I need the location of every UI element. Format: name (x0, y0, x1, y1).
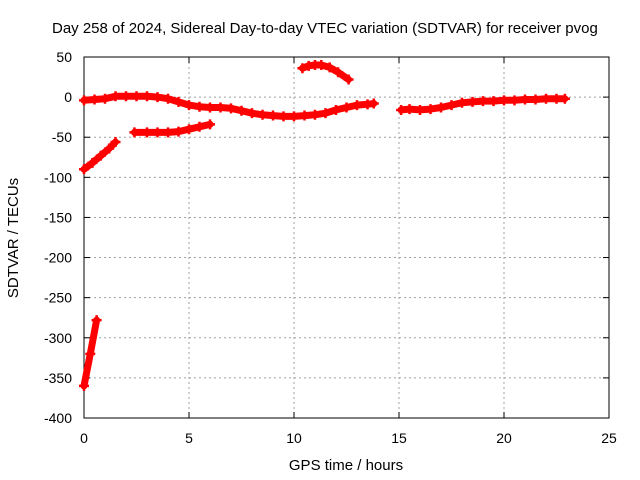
data-point (341, 102, 352, 113)
data-point (333, 67, 344, 78)
data-point (520, 94, 530, 105)
y-tick-label: -150 (44, 209, 72, 225)
data-point (299, 110, 310, 121)
data-point (396, 104, 407, 115)
data-point (121, 91, 131, 102)
data-point (509, 95, 520, 106)
data-point (478, 96, 488, 107)
data-point (110, 91, 121, 102)
x-tick-label: 25 (601, 430, 617, 446)
data-point (530, 94, 541, 105)
data-point (488, 96, 499, 107)
data-point (163, 93, 173, 104)
data-point (425, 104, 436, 115)
chart-title: Day 258 of 2024, Sidereal Day-to-day VTE… (52, 20, 598, 37)
y-tick-label: -300 (44, 330, 72, 346)
data-point (297, 63, 308, 74)
y-tick-label: -250 (44, 290, 72, 306)
data-point (320, 108, 331, 119)
data-point (142, 91, 152, 102)
data-point (404, 104, 415, 115)
series-group (79, 60, 570, 391)
data-point (205, 119, 215, 130)
data-point (226, 103, 236, 114)
data-point (79, 164, 89, 175)
data-point (257, 109, 268, 120)
data-point (236, 105, 247, 116)
data-point (163, 127, 173, 138)
x-tick-label: 20 (496, 430, 512, 446)
x-tick-label: 5 (185, 430, 193, 446)
data-point (551, 93, 562, 104)
data-point (87, 157, 98, 168)
data-point (194, 121, 205, 132)
data-point (310, 109, 320, 120)
data-point (173, 126, 184, 137)
data-point (85, 348, 96, 359)
y-tick-label: -350 (44, 370, 72, 386)
data-point (352, 100, 362, 111)
data-point (129, 127, 140, 138)
data-point (415, 104, 425, 115)
data-point (89, 94, 100, 105)
data-point (368, 98, 379, 109)
data-point (457, 97, 467, 108)
data-point (316, 60, 327, 71)
data-point (499, 95, 509, 106)
data-point (278, 111, 289, 122)
data-point (289, 111, 299, 122)
data-point (247, 108, 257, 119)
data-point (104, 143, 115, 154)
data-point (91, 315, 102, 326)
data-point (100, 93, 110, 104)
data-point (205, 102, 215, 113)
y-tick-label: 50 (56, 49, 72, 65)
plot-frame (83, 56, 610, 419)
data-point (79, 380, 89, 391)
data-point (343, 74, 354, 85)
data-point (559, 93, 570, 104)
data-point (184, 100, 194, 111)
data-point (173, 96, 184, 107)
x-tick-label: 10 (286, 430, 302, 446)
data-point (152, 127, 163, 138)
data-point (446, 100, 457, 111)
y-tick-label: -400 (44, 410, 72, 426)
data-point (131, 91, 142, 102)
data-point (152, 92, 163, 103)
y-axis-label: SDTVAR / TECUs (5, 178, 22, 298)
x-tick-label: 0 (80, 430, 88, 446)
y-tick-label: 0 (64, 89, 72, 105)
data-point (95, 150, 106, 161)
x-axis-label: GPS time / hours (289, 457, 403, 474)
data-point (268, 110, 278, 121)
data-point (467, 96, 478, 107)
data-point (142, 127, 152, 138)
data-point (110, 137, 121, 148)
data-point (215, 102, 226, 113)
data-point (79, 95, 89, 106)
y-tick-label: -50 (52, 129, 72, 145)
data-point (436, 102, 446, 113)
axis-ticks: 50 0 -50 -100 -150 -200 -250 -300 -350 -400 0 5 10 15… (44, 49, 617, 446)
y-tick-label: -200 (44, 250, 72, 266)
data-point (331, 104, 341, 115)
y-tick-label: -100 (44, 169, 72, 185)
data-point (324, 62, 335, 73)
x-tick-label: 15 (391, 430, 407, 446)
data-point (541, 93, 551, 104)
data-point (194, 101, 205, 112)
data-point (184, 124, 194, 135)
